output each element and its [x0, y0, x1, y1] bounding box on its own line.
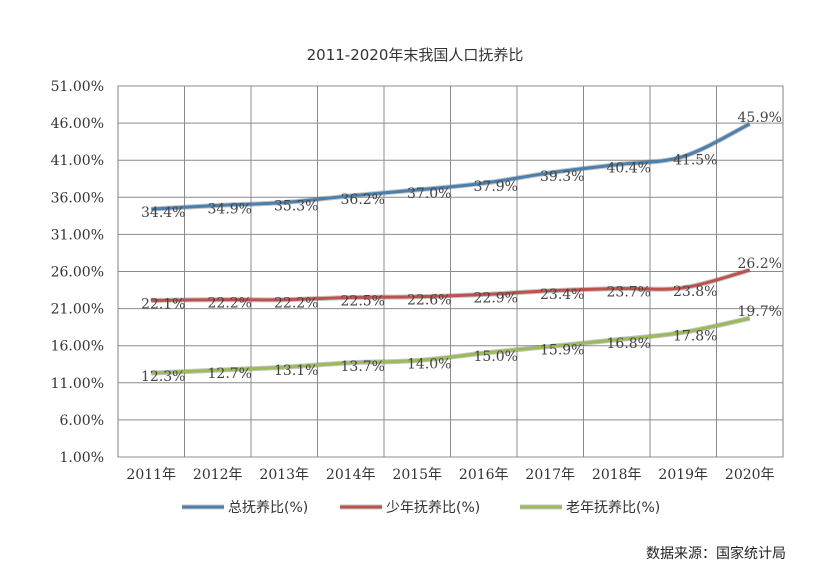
data-label: 15.9% — [540, 342, 584, 358]
data-label: 17.8% — [673, 328, 717, 344]
data-label: 23.8% — [673, 284, 717, 300]
data-label: 15.0% — [474, 349, 518, 365]
data-label: 12.7% — [208, 366, 252, 382]
y-tick-label: 46.00% — [51, 116, 104, 132]
data-label: 16.8% — [607, 336, 651, 352]
data-label: 12.3% — [141, 369, 185, 385]
data-label: 22.5% — [341, 293, 385, 309]
x-tick-label: 2012年 — [193, 467, 243, 483]
y-tick-label: 51.00% — [51, 79, 104, 95]
y-tick-label: 26.00% — [51, 265, 104, 281]
legend-label: 总抚养比(%) — [228, 500, 308, 516]
data-label: 13.1% — [274, 363, 318, 379]
data-label: 23.4% — [540, 287, 584, 303]
data-label: 45.9% — [738, 110, 782, 126]
data-label: 22.9% — [474, 291, 518, 307]
x-tick-label: 2017年 — [525, 467, 575, 483]
series-lines — [151, 121, 751, 376]
data-label: 22.1% — [141, 296, 185, 312]
data-label: 41.5% — [673, 152, 717, 168]
y-tick-label: 16.00% — [51, 339, 104, 355]
grid — [117, 85, 784, 458]
data-label: 35.3% — [274, 198, 318, 214]
data-label: 22.6% — [407, 293, 451, 309]
data-label: 13.7% — [341, 359, 385, 375]
y-tick-label: 11.00% — [51, 376, 104, 392]
data-labels: 34.4% 34.9% 35.3% 36.2% 37.0% 37.9% 39.3% 40.4%… — [141, 110, 782, 385]
series-line — [151, 122, 751, 211]
data-label: 39.3% — [540, 169, 584, 185]
y-tick-label: 36.00% — [51, 190, 104, 206]
x-tick-label: 2014年 — [326, 467, 376, 483]
x-tick-label: 2019年 — [658, 467, 708, 483]
legend: 总抚养比(%) 少年抚养比(%) 老年抚养比(%) — [182, 500, 660, 516]
legend-label: 老年抚养比(%) — [566, 500, 660, 516]
axes: 1.00% 6.00% 11.00% 16.00% 21.00% 26.00% 31.00%… — [51, 79, 775, 483]
data-label: 36.2% — [341, 192, 385, 208]
y-tick-label: 1.00% — [60, 450, 104, 466]
data-label: 23.7% — [607, 285, 651, 301]
series-line — [151, 316, 751, 375]
data-label: 34.4% — [141, 205, 185, 221]
data-source-note: 数据来源：国家统计局 — [646, 546, 786, 562]
y-tick-label: 41.00% — [51, 153, 104, 169]
x-tick-label: 2020年 — [725, 467, 775, 483]
x-tick-label: 2015年 — [392, 467, 442, 483]
x-tick-label: 2013年 — [259, 467, 309, 483]
data-label: 22.2% — [274, 296, 318, 312]
data-label: 26.2% — [738, 256, 782, 272]
y-tick-label: 21.00% — [51, 302, 104, 318]
legend-label: 少年抚养比(%) — [386, 500, 480, 516]
x-tick-label: 2011年 — [126, 467, 176, 483]
data-label: 34.9% — [208, 201, 252, 217]
y-tick-label: 31.00% — [51, 227, 104, 243]
data-label: 37.0% — [407, 186, 451, 202]
series-line — [151, 268, 751, 302]
data-label: 22.2% — [208, 296, 252, 312]
data-label: 19.7% — [738, 304, 782, 320]
y-tick-label: 6.00% — [60, 413, 104, 429]
chart-title: 2011-2020年末我国人口抚养比 — [306, 46, 524, 64]
x-tick-label: 2018年 — [592, 467, 642, 483]
data-label: 37.9% — [474, 179, 518, 195]
data-label: 14.0% — [407, 357, 451, 373]
x-tick-label: 2016年 — [459, 467, 509, 483]
data-label: 40.4% — [607, 161, 651, 177]
